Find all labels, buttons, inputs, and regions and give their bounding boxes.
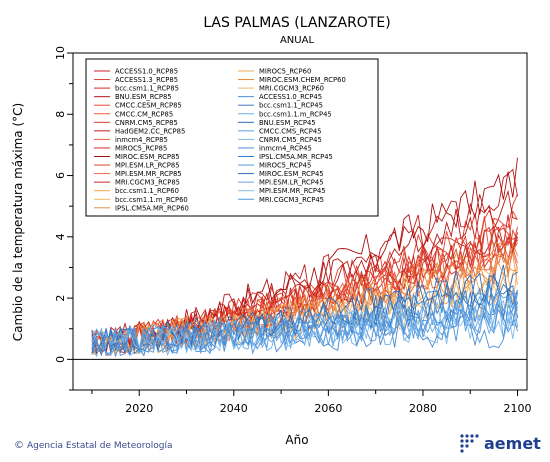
series-line [91,267,518,355]
series-line [91,157,518,356]
legend-label: bcc.csm1.1_RCP60 [115,187,179,195]
y-tick-label: 6 [54,172,67,179]
series-lines [91,157,518,358]
legend-label: MIROC.ESM_RCP45 [259,170,324,178]
legend-label: MPI.ESM.LR_RCP45 [259,179,324,187]
legend-label: bcc.csm1.1_RCP85 [115,85,179,93]
legend-label: BNU.ESM_RCP85 [115,93,172,101]
legend-box [85,58,379,217]
legend-label: MIROC5_RCP45 [259,162,311,170]
plot-area: 0 2 4 6 8 10 2020 2040 2060 2080 2100 [54,46,532,415]
legend-label: BNU.ESM_RCP45 [259,119,316,127]
series-line [91,264,518,353]
legend-label: ACCESS1.0_RCP45 [259,93,322,101]
legend: ACCESS1.0_RCP85ACCESS1.3_RCP85bcc.csm1.1… [85,58,379,217]
x-tick-label: 2080 [409,402,437,415]
legend-label: CNRM.CM5_RCP85 [115,119,178,127]
agency-credit: © Agencia Estatal de Meteorología [14,440,173,451]
x-tick-label: 2100 [504,402,532,415]
x-tick-label: 2060 [314,402,342,415]
copyright-icon: © [14,440,24,451]
agency-credit-text: Agencia Estatal de Meteorología [27,441,173,451]
legend-label: inmcm4_RCP85 [115,136,168,144]
legend-label: HadGEM2.CC_RCP85 [115,127,185,135]
y-tick-label: 2 [54,295,67,302]
legend-label: CMCC.CESM_RCP85 [115,102,182,110]
legend-label: CMCC.CM_RCP85 [115,110,173,118]
legend-label: MPI.ESM.MR_RCP45 [259,187,326,195]
series-line [91,297,518,354]
x-axis-label: Año [285,433,308,447]
y-tick-label: 4 [54,233,67,240]
y-tick-label: 0 [54,356,67,363]
legend-label: MIROC5_RCP60 [259,68,311,76]
legend-label: MRI.CGCM3_RCP60 [259,85,324,93]
legend-label: inmcm4_RCP45 [259,144,312,152]
plot-frame [72,52,528,391]
logo-text: aemet [484,433,541,453]
x-tick-label: 2040 [220,402,248,415]
legend-label: IPSL.CM5A.MR_RCP45 [259,153,333,161]
legend-label: IPSL.CM5A.MR_RCP60 [115,204,189,212]
legend-label: ACCESS1.0_RCP85 [115,68,178,76]
series-line [91,303,518,358]
y-tick-label: 10 [54,46,67,60]
chart-title: LAS PALMAS (LANZAROTE) [203,15,390,31]
legend-label: MRI.CGCM3_RCP85 [115,179,180,187]
legend-label: CNRM.CM5_RCP45 [259,136,322,144]
chart-subtitle: ANUAL [280,35,314,46]
legend-label: MIROC.ESM.CHEM_RCP60 [259,76,346,84]
legend-label: MIROC.ESM_RCP85 [115,153,180,161]
y-tick-label: 8 [54,111,67,118]
x-tick-label: 2020 [125,402,153,415]
series-line [91,301,518,356]
legend-label: bcc.csm1.1.m_RCP60 [115,196,188,204]
legend-label: ACCESS1.3_RCP85 [115,76,178,84]
legend-label: bcc.csm1.1.m_RCP45 [259,110,332,118]
legend-label: MPI.ESM.MR_RCP85 [115,170,182,178]
legend-label: MIROC5_RCP85 [115,144,167,152]
legend-label: MPI.ESM.LR_RCP85 [115,162,180,170]
aemet-logo-icon [460,434,479,453]
legend-label: CMCC.CMS_RCP45 [259,127,321,135]
series-line [91,291,518,357]
legend-label: bcc.csm1.1_RCP45 [259,102,323,110]
y-axis-label: Cambio de la temperatura máxima (°C) [11,103,25,341]
aemet-logo: aemet [458,432,541,454]
legend-label: MRI.CGCM3_RCP45 [259,196,324,204]
